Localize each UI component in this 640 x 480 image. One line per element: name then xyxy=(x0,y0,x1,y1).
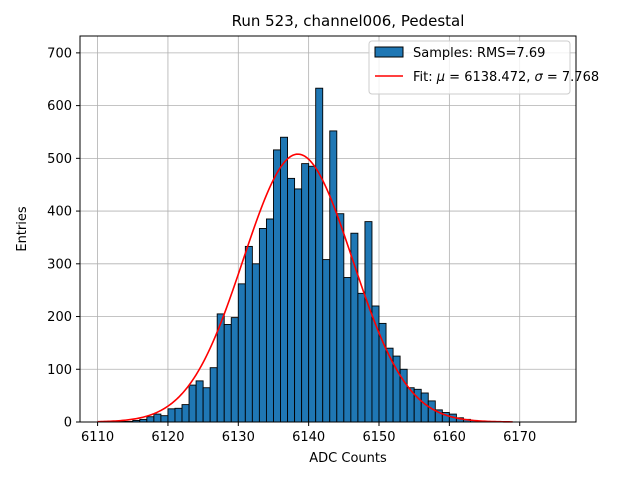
histogram-bar xyxy=(153,413,162,423)
legend-mu-value: = 6138.472, xyxy=(445,70,534,85)
histogram-bar xyxy=(174,407,183,423)
histogram-bar xyxy=(251,263,260,423)
legend-samples-label: Samples: RMS=7.69 xyxy=(413,46,545,61)
x-axis-label: ADC Counts xyxy=(309,451,387,466)
histogram-bar xyxy=(343,277,352,423)
y-tick-label: 100 xyxy=(47,363,72,378)
histogram-bar xyxy=(230,317,239,423)
legend-fit-prefix: Fit: xyxy=(413,70,437,85)
histogram-bar xyxy=(223,323,232,423)
axis-ticks: 6110 6120 6130 6140 6150 6160 6170 0 100 200 300 40… xyxy=(47,46,536,445)
chart-title: Run 523, channel006, Pedestal xyxy=(232,12,465,30)
legend: Samples: RMS=7.69 Fit: μ = 6138.472, σ =… xyxy=(368,40,599,95)
histogram-bar xyxy=(357,292,366,423)
x-tick-label: 6170 xyxy=(503,430,536,445)
y-tick-label: 200 xyxy=(47,310,72,325)
x-tick-label: 6160 xyxy=(433,430,466,445)
histogram-bar xyxy=(167,408,176,423)
x-tick-label: 6150 xyxy=(362,430,395,445)
histogram-bar xyxy=(146,416,155,423)
x-tick-label: 6110 xyxy=(81,430,114,445)
legend-box xyxy=(368,40,571,95)
y-tick-label: 600 xyxy=(47,99,72,114)
histogram-bar xyxy=(244,245,253,423)
fit-curve xyxy=(97,153,513,423)
y-axis-label: Entries xyxy=(15,206,30,252)
legend-sigma-value: = 7.768 xyxy=(543,70,599,85)
histogram-bar xyxy=(385,347,394,423)
histogram-bar xyxy=(265,218,274,423)
y-tick-label: 700 xyxy=(47,46,72,61)
legend-samples-swatch xyxy=(374,46,404,58)
histogram-bar xyxy=(427,400,436,423)
histogram-bar xyxy=(258,228,267,423)
histogram-bar xyxy=(364,221,373,423)
x-tick-label: 6130 xyxy=(222,430,255,445)
histogram-bar xyxy=(209,367,218,423)
histogram-bar xyxy=(301,163,310,423)
histogram-bar xyxy=(202,387,211,423)
histogram-bar xyxy=(294,188,303,423)
y-tick-label: 500 xyxy=(47,152,72,167)
histogram-bar xyxy=(280,136,288,423)
histogram-bar xyxy=(188,384,197,423)
histogram-bar xyxy=(160,415,169,423)
histogram-bar xyxy=(420,392,429,423)
legend-sigma-symbol: σ xyxy=(535,70,544,85)
histogram-bar xyxy=(350,232,359,423)
y-tick-label: 400 xyxy=(47,205,72,220)
y-tick-label: 300 xyxy=(47,257,72,272)
histogram-bar xyxy=(329,130,338,423)
legend-fit-label: Fit: μ = 6138.472, σ = 7.768 xyxy=(413,70,599,85)
histogram-bar xyxy=(378,322,387,423)
histogram-bar xyxy=(237,283,246,423)
histogram-bar xyxy=(315,87,324,423)
histogram-bar xyxy=(195,380,204,423)
histogram-bar xyxy=(336,213,345,423)
histogram-bar xyxy=(181,404,190,423)
fit-curve-layer xyxy=(97,153,513,423)
histogram-bar xyxy=(287,177,296,423)
x-tick-label: 6140 xyxy=(292,430,325,445)
plot-frame xyxy=(79,35,577,423)
histogram-bar xyxy=(322,259,331,423)
legend-mu-symbol: μ xyxy=(436,70,445,85)
histogram-bar xyxy=(308,165,317,423)
y-tick-label: 0 xyxy=(64,416,72,431)
histogram-bar xyxy=(273,149,281,423)
x-tick-label: 6120 xyxy=(151,430,184,445)
